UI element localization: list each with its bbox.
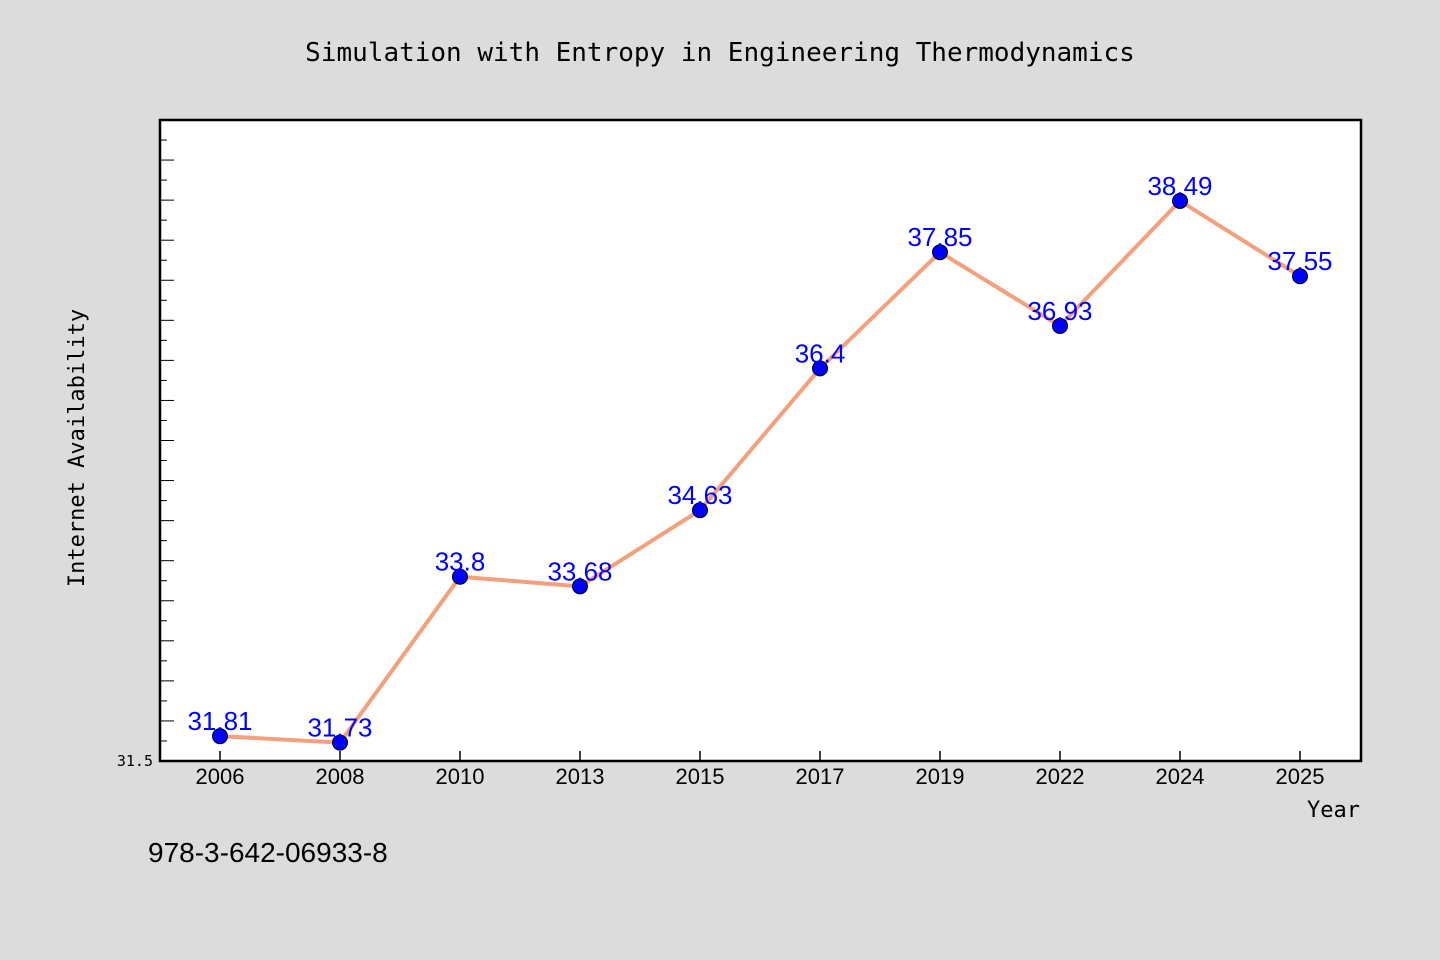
series-line-group — [218, 198, 1302, 745]
point-2013 — [572, 578, 588, 595]
data-label-2008: 31.73 — [307, 713, 372, 743]
point-2017 — [812, 360, 828, 377]
data-label-2015: 34.63 — [667, 480, 732, 510]
x-tick-label-2013: 2013 — [556, 764, 605, 789]
x-tick-label-2024: 2024 — [1156, 764, 1205, 789]
point-2015 — [692, 502, 708, 519]
x-axis-tick-labels: 2006 2008 2010 2013 2015 2017 2019 2022 2024 2025 — [196, 764, 1325, 789]
point-2019 — [932, 244, 948, 261]
x-tick-label-2008: 2008 — [316, 764, 365, 789]
point-2022 — [1052, 317, 1068, 334]
x-tick-label-2006: 2006 — [196, 764, 245, 789]
series-markers-group — [212, 192, 1308, 751]
footer-isbn: 978-3-642-06933-8 — [148, 837, 388, 868]
data-labels-group: 31.81 31.73 33.8 33.68 34.63 36.4 37.85 36.93 38… — [187, 171, 1332, 743]
point-2008 — [332, 734, 348, 751]
x-tick-label-2025: 2025 — [1276, 764, 1325, 789]
x-tick-label-2010: 2010 — [436, 764, 485, 789]
x-tick-label-2022: 2022 — [1036, 764, 1085, 789]
x-tick-label-2017: 2017 — [796, 764, 845, 789]
x-tick-label-2015: 2015 — [676, 764, 725, 789]
data-label-2025: 37.55 — [1267, 246, 1332, 276]
y-axis-ticks — [160, 119, 174, 762]
y-axis-label: Internet Availability — [65, 309, 90, 587]
data-label-2017: 36.4 — [795, 338, 846, 368]
y-tick-label-min: 31.5 — [117, 752, 153, 770]
x-tick-label-2019: 2019 — [916, 764, 965, 789]
x-axis-label: Year — [1307, 798, 1360, 823]
data-label-2010: 33.8 — [435, 547, 486, 577]
data-label-2006: 31.81 — [187, 706, 252, 736]
point-2024 — [1172, 192, 1188, 209]
point-2025 — [1292, 268, 1308, 285]
data-label-2019: 37.85 — [907, 222, 972, 252]
data-label-2024: 38.49 — [1147, 171, 1212, 201]
data-label-2013: 33.68 — [547, 556, 612, 586]
series-line — [218, 198, 1302, 745]
point-2006 — [212, 728, 228, 745]
point-2010 — [452, 568, 468, 585]
data-label-2022: 36.93 — [1027, 296, 1092, 326]
x-axis-ticks — [219, 751, 1301, 761]
chart-title: Simulation with Entropy in Engineering T… — [305, 38, 1135, 68]
